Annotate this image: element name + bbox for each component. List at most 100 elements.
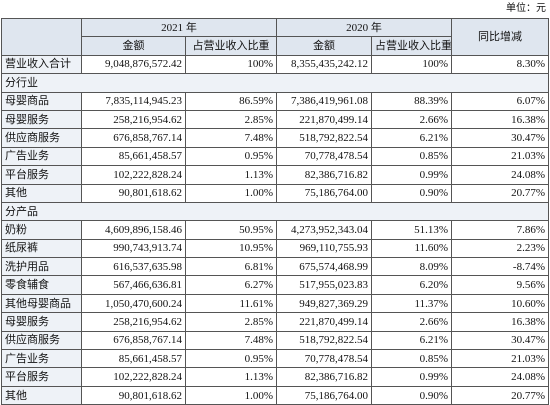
header-cell: 占营业收入比重: [371, 36, 452, 56]
table-cell: 100%: [185, 54, 277, 75]
table-cell: 6.21%: [371, 330, 452, 351]
table-cell: 70,778,478.54: [276, 146, 372, 167]
header-row: 金额 占营业收入比重 金额 占营业收入比重: [2, 36, 549, 56]
table-row: 奶粉 4,609,896,158.46 50.95% 4,273,952,343.04…: [1, 220, 549, 240]
header-cell: 同比增减: [451, 18, 549, 56]
table-cell: 30.47%: [451, 330, 549, 351]
header-cell: 2020 年: [276, 17, 452, 38]
table-cell: 其他母婴商品: [1, 293, 82, 314]
table-cell: 0.95%: [185, 146, 277, 167]
table-cell: 母婴服务: [1, 312, 82, 332]
table-cell: 676,858,767.14: [81, 330, 186, 351]
header-cell: 金额: [276, 36, 372, 56]
table-cell: 6.07%: [451, 91, 549, 111]
table-cell: 2.66%: [371, 109, 452, 130]
table-cell: 24.08%: [451, 367, 549, 387]
table-cell: 221,870,499.14: [276, 109, 372, 130]
table-cell: 洗护用品: [1, 257, 82, 277]
table-cell: 0.90%: [371, 385, 452, 405]
table-cell: 1.13%: [185, 367, 277, 387]
table-cell: 949,827,369.29: [276, 293, 372, 314]
table-cell: 7.48%: [185, 330, 277, 351]
table-cell: 50.95%: [185, 220, 277, 240]
table-cell: 6.20%: [371, 275, 452, 295]
table-cell: 零食辅食: [1, 275, 82, 295]
table-cell: 7,386,419,961.08: [276, 91, 372, 111]
table-cell: 8,355,435,242.12: [276, 54, 372, 75]
table-cell: 广告业务: [1, 349, 82, 369]
table-cell: 990,743,913.74: [81, 238, 186, 259]
table-cell: 7,835,114,945.23: [81, 91, 186, 111]
table-cell: 258,216,954.62: [81, 109, 186, 130]
section-cell: 分行业: [1, 73, 549, 93]
table-cell: 86.59%: [185, 91, 277, 111]
table-cell: 85,661,458.57: [81, 349, 186, 369]
table-cell: 24.08%: [451, 165, 549, 185]
table-cell: 7.86%: [451, 220, 549, 240]
unit-label: 单位：元: [506, 3, 546, 14]
table-cell: 100%: [371, 54, 452, 75]
table-cell: 675,574,468.99: [276, 257, 372, 277]
table-cell: 102,222,828.24: [81, 367, 186, 387]
table-cell: 供应商服务: [1, 330, 82, 351]
table-cell: -8.74%: [451, 257, 549, 277]
table-cell: 6.81%: [185, 257, 277, 277]
table-cell: 9.56%: [451, 275, 549, 295]
table-row: 平台服务 102,222,828.24 1.13% 82,386,716.82 0.99…: [1, 367, 549, 387]
table-row: 母婴商品 7,835,114,945.23 86.59% 7,386,419,961.…: [1, 91, 549, 111]
table-cell: 969,110,755.93: [276, 238, 372, 259]
table-row: 母婴服务 258,216,954.62 2.85% 221,870,499.14 2.6…: [1, 109, 549, 130]
table-cell: 616,537,635.98: [81, 257, 186, 277]
revenue-table: 2021 年 2020 年 同比增减 金额 占营业收入比重 金额 占营业收入比重…: [1, 17, 549, 405]
table-cell: 90,801,618.62: [81, 183, 186, 203]
table-cell: 平台服务: [1, 165, 82, 185]
table-cell: 8.09%: [371, 257, 452, 277]
table-cell: 7.48%: [185, 128, 277, 148]
table-cell: 8.30%: [451, 54, 549, 75]
table-cell: 母婴商品: [1, 91, 82, 111]
table-cell: 奶粉: [1, 220, 82, 240]
table-cell: 2.85%: [185, 312, 277, 332]
table-body: 2021 年 2020 年 同比增减 金额 占营业收入比重 金额 占营业收入比重…: [1, 17, 549, 405]
table-cell: 0.85%: [371, 349, 452, 369]
table-cell: 70,778,478.54: [276, 349, 372, 369]
header-row: 2021 年 2020 年 同比增减: [1, 17, 549, 56]
table-cell: 平台服务: [1, 367, 82, 387]
table-cell: 221,870,499.14: [276, 312, 372, 332]
table-cell: 其他: [1, 385, 82, 405]
table-cell: 676,858,767.14: [81, 128, 186, 148]
table-cell: 1.00%: [185, 385, 277, 405]
table-cell: 0.90%: [371, 183, 452, 203]
table-cell: 82,386,716.82: [276, 165, 372, 185]
table-cell: 21.03%: [451, 349, 549, 369]
table-row: 纸尿裤 990,743,913.74 10.95% 969,110,755.93 11.…: [1, 238, 549, 259]
table-cell: 518,792,822.54: [276, 330, 372, 351]
table-cell: 2.85%: [185, 109, 277, 130]
table-cell: 0.85%: [371, 146, 452, 167]
table-cell: 11.37%: [371, 293, 452, 314]
header-cell: 占营业收入比重: [185, 36, 277, 56]
table-row: 营业收入合计 9,048,876,572.42 100% 8,355,435,242.…: [1, 54, 549, 75]
table-cell: 其他: [1, 183, 82, 203]
table-row: 分产品: [1, 201, 549, 222]
table-cell: 9,048,876,572.42: [81, 54, 186, 75]
table-cell: 16.38%: [451, 312, 549, 332]
table-row: 其他母婴商品 1,050,470,600.24 11.61% 949,827,369.…: [1, 293, 549, 314]
table-cell: 20.77%: [451, 385, 549, 405]
table-cell: 51.13%: [371, 220, 452, 240]
table-cell: 517,955,023.83: [276, 275, 372, 295]
section-cell: 分产品: [1, 201, 549, 222]
table-cell: 0.95%: [185, 349, 277, 369]
table-cell: 30.47%: [451, 128, 549, 148]
table-row: 供应商服务 676,858,767.14 7.48% 518,792,822.54 6.…: [1, 330, 549, 351]
table-cell: 10.95%: [185, 238, 277, 259]
table-cell: 518,792,822.54: [276, 128, 372, 148]
table-cell: 4,273,952,343.04: [276, 220, 372, 240]
table-cell: 纸尿裤: [1, 238, 82, 259]
table-row: 零食辅食 567,466,636.81 6.27% 517,955,023.83 6.2…: [1, 275, 549, 295]
table-cell: 0.99%: [371, 165, 452, 185]
header-cell: 金额: [81, 36, 186, 56]
table-cell: 广告业务: [1, 146, 82, 167]
table-cell: 11.60%: [371, 238, 452, 259]
